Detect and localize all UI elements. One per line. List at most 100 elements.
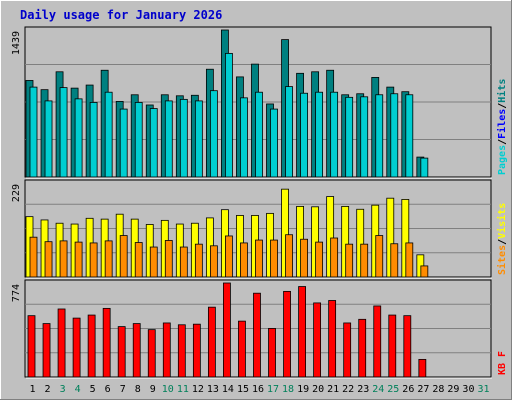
bar-pages-day-15 xyxy=(240,97,248,178)
bar-kb-f-day-12 xyxy=(192,323,201,378)
bar-sites-day-10 xyxy=(164,240,173,278)
bar-pages-day-11 xyxy=(179,98,188,178)
bar-kb-f-day-22 xyxy=(343,322,352,378)
bar-sites-day-9 xyxy=(149,246,158,278)
x-tick-label-day-30: 30 xyxy=(462,384,474,395)
bar-kb-f-day-11 xyxy=(177,324,186,378)
max-value-label: 1439 xyxy=(11,31,22,55)
bar-kb-f-day-23 xyxy=(358,318,367,378)
x-tick-label-day-13: 13 xyxy=(207,384,219,395)
bar-sites-day-21 xyxy=(330,237,339,278)
bar-sites-day-14 xyxy=(225,235,233,278)
bar-pages-day-20 xyxy=(315,91,324,178)
bar-kb-f-day-14 xyxy=(223,282,231,378)
bar-kb-f-day-17 xyxy=(268,328,276,378)
x-tick-label-day-11: 11 xyxy=(177,384,189,395)
bar-sites-day-1 xyxy=(29,236,38,278)
bar-sites-day-2 xyxy=(44,241,53,278)
x-tick-label-day-4: 4 xyxy=(75,384,81,395)
bar-sites-day-5 xyxy=(89,242,98,278)
bar-visits-day-26 xyxy=(401,199,410,278)
bar-kb-f-day-25 xyxy=(388,314,397,378)
bar-visits-day-25 xyxy=(386,197,395,278)
bar-kb-f-day-26 xyxy=(403,315,412,378)
bar-sites-day-18 xyxy=(285,234,293,278)
bar-sites-day-22 xyxy=(345,243,354,278)
bar-pages-day-2 xyxy=(44,100,53,178)
x-tick-label-day-27: 27 xyxy=(417,384,429,395)
bar-sites-day-8 xyxy=(134,242,143,278)
bar-pages-day-8 xyxy=(134,102,143,178)
bar-kb-f-day-18 xyxy=(283,290,291,378)
x-tick-label-day-26: 26 xyxy=(402,384,414,395)
chart-title: Daily usage for January 2026 xyxy=(20,8,222,22)
bar-pages-day-27 xyxy=(420,157,429,178)
bar-sites-day-20 xyxy=(315,241,324,278)
bar-pages-day-26 xyxy=(405,94,414,178)
legend-item-visits: Visits xyxy=(496,203,508,239)
legend-hits-files-pages: Pages/Files/Hits xyxy=(496,79,508,175)
bar-pages-day-10 xyxy=(164,100,173,178)
bar-kb-f-day-2 xyxy=(42,323,51,378)
legend-item-sites: Sites xyxy=(496,245,508,275)
x-tick-label-day-31: 31 xyxy=(477,384,489,395)
bar-kb-f-day-6 xyxy=(102,307,111,378)
legend-kbytes: KB F xyxy=(497,351,508,375)
bar-kb-f-day-8 xyxy=(132,323,141,378)
bar-kb-f-day-10 xyxy=(162,322,171,378)
bar-visits-day-21 xyxy=(326,196,335,278)
x-tick-label-day-1: 1 xyxy=(30,384,36,395)
x-axis-labels: 1 2 3 4 5 6 7 8 9 10 11 12 13 14 15 16 17 18 19 20 21 22 23 24 2… xyxy=(30,384,490,395)
bar-pages-day-14 xyxy=(225,52,233,178)
bar-pages-day-5 xyxy=(89,102,98,178)
legend-separator: / xyxy=(497,103,508,109)
legend-separator: / xyxy=(497,239,508,245)
bar-kb-f-day-4 xyxy=(72,317,81,378)
x-tick-label-day-28: 28 xyxy=(432,384,444,395)
x-tick-label-day-2: 2 xyxy=(45,384,51,395)
bar-sites-day-15 xyxy=(240,242,248,278)
legend-item-kb-f: KB F xyxy=(497,351,508,375)
x-tick-label-day-22: 22 xyxy=(342,384,354,395)
x-tick-label-day-19: 19 xyxy=(297,384,309,395)
chart-panels: 1439Pages/Files/Hits229Sites/Visits774KB… xyxy=(11,26,508,379)
bar-pages-day-6 xyxy=(104,91,113,178)
panel-kbytes: 774 KB F xyxy=(11,279,508,379)
x-tick-label-day-7: 7 xyxy=(120,384,126,395)
bar-pages-day-13 xyxy=(209,90,218,178)
legend-separator: / xyxy=(497,139,508,145)
x-tick-label-day-29: 29 xyxy=(447,384,459,395)
x-tick-label-day-5: 5 xyxy=(90,384,96,395)
bar-visits-day-18 xyxy=(281,188,289,278)
bar-kb-f-day-20 xyxy=(313,302,322,378)
bar-kb-f-day-16 xyxy=(253,292,261,378)
bar-sites-day-3 xyxy=(59,240,68,278)
bar-pages-day-7 xyxy=(119,108,128,178)
bar-pages-day-4 xyxy=(74,98,83,178)
x-tick-label-day-25: 25 xyxy=(387,384,399,395)
x-tick-label-day-8: 8 xyxy=(135,384,141,395)
x-tick-label-day-6: 6 xyxy=(105,384,111,395)
bar-kb-f-day-24 xyxy=(373,305,382,378)
max-value-label: 774 xyxy=(11,284,22,302)
bar-pages-day-1 xyxy=(29,86,38,178)
x-tick-label-day-20: 20 xyxy=(312,384,324,395)
bar-sites-day-27 xyxy=(420,265,429,278)
bar-sites-day-13 xyxy=(209,245,218,278)
bar-pages-day-12 xyxy=(194,100,203,178)
bar-sites-day-19 xyxy=(300,238,308,278)
x-tick-label-day-9: 9 xyxy=(150,384,156,395)
bar-pages-day-22 xyxy=(345,96,354,178)
legend-item-hits: Hits xyxy=(496,79,508,103)
bar-kb-f-day-7 xyxy=(117,326,126,378)
bar-sites-day-23 xyxy=(360,243,369,278)
bar-sites-day-7 xyxy=(119,235,128,278)
bar-pages-day-18 xyxy=(285,86,293,178)
bar-pages-day-17 xyxy=(270,108,278,178)
x-tick-label-day-16: 16 xyxy=(252,384,264,395)
bar-sites-day-4 xyxy=(74,241,83,278)
x-tick-label-day-24: 24 xyxy=(372,384,384,395)
bar-pages-day-19 xyxy=(300,92,308,178)
